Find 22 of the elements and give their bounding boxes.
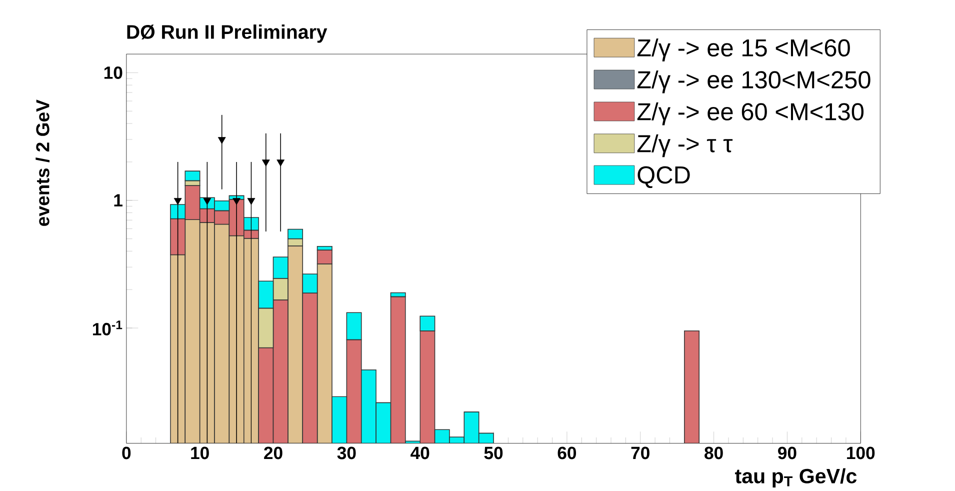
- legend-label: Z/γ -> ee 60 <M<130: [637, 102, 864, 126]
- legend-label: QCD: [638, 166, 690, 188]
- y-tick-label: 10$^{-1}$: [92, 320, 122, 336]
- y-tick-label: 10: [104, 66, 122, 80]
- x-tick-label: 90: [778, 446, 796, 460]
- x-tick-label: 40: [410, 446, 430, 460]
- legend-label: Z/γ -> τ τ: [637, 134, 733, 158]
- x-axis-title: tau p$_{T}$ GeV/c: [735, 468, 857, 488]
- legend-label: Z/γ -> ee 130<M<250: [637, 70, 870, 94]
- legend-label: Z/γ -> ee 15 <M<60: [637, 38, 850, 62]
- x-tick-label: 10: [191, 446, 209, 460]
- x-tick-label: 20: [264, 446, 282, 460]
- x-tick-label: 0: [122, 446, 131, 460]
- y-tick-label: 1: [114, 194, 122, 207]
- x-tick-label: 70: [631, 446, 650, 460]
- x-tick-label: 50: [484, 446, 503, 460]
- x-tick-label: 30: [337, 446, 356, 460]
- x-tick-label: 80: [704, 446, 723, 460]
- x-tick-label: 100: [847, 446, 875, 460]
- y-axis-title: events / 2 GeV: [36, 100, 50, 226]
- x-tick-label: 60: [558, 446, 576, 460]
- chart-title: DØ Run II Preliminary: [127, 24, 328, 43]
